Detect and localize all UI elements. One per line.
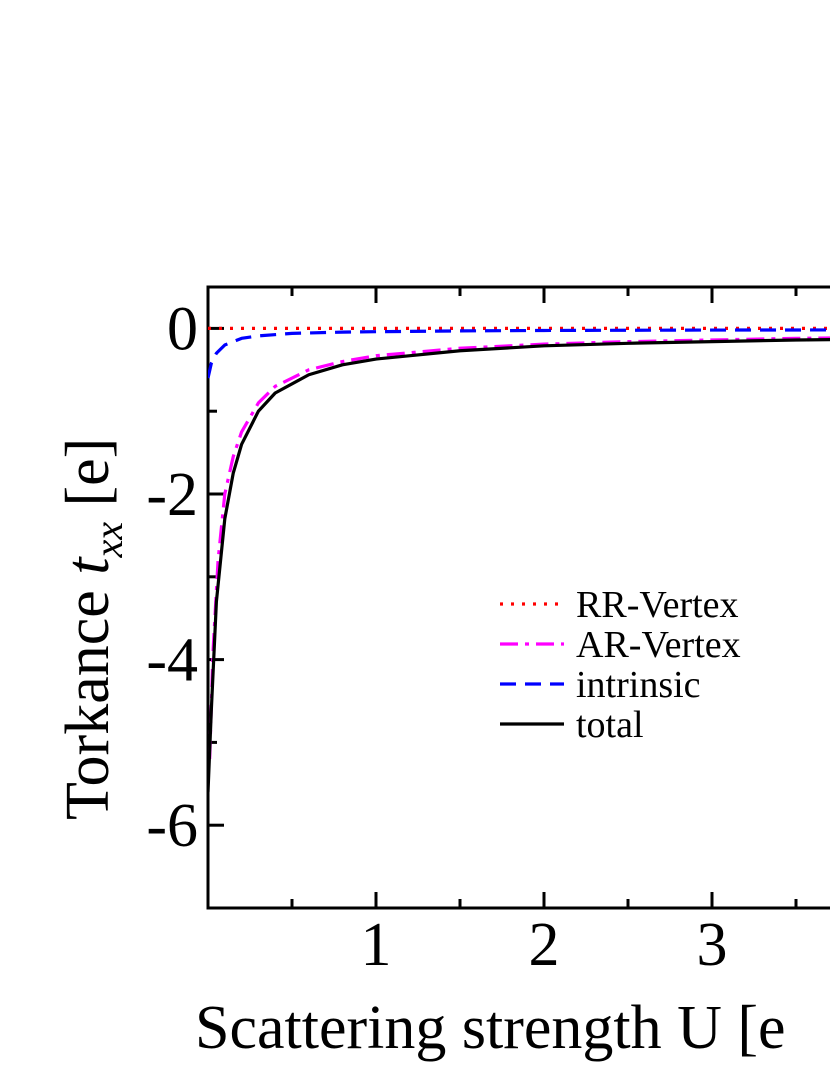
legend-label: AR-Vertex xyxy=(576,624,741,666)
x-axis-title: Scattering strength U [e xyxy=(195,994,786,1062)
y-axis-title: Torkance txx [e] xyxy=(54,438,131,820)
y-tick-label: 0 xyxy=(167,295,198,363)
plot-layer: 1 2 3 0 -2 -4 -6 Scattering strength U [e Torkan… xyxy=(54,285,830,1062)
x-tick-label: 1 xyxy=(361,911,392,979)
series-line-ar-vertex xyxy=(208,336,830,760)
series-group xyxy=(208,326,830,793)
series-line-intrinsic xyxy=(208,328,830,379)
legend-label: RR-Vertex xyxy=(576,584,739,626)
y-axis-title-prefix: Torkance xyxy=(54,575,122,820)
legend-label: intrinsic xyxy=(576,664,701,706)
y-axis-title-sub: xx xyxy=(86,522,131,559)
y-tick-label: -6 xyxy=(146,792,198,860)
y-axis-title-unit: [e] xyxy=(54,438,122,522)
y-axis-title-var: t xyxy=(54,556,122,575)
legend-label: total xyxy=(576,704,644,746)
y-tick-label: -4 xyxy=(146,627,198,695)
x-tick-label: 2 xyxy=(529,911,560,979)
x-tick-label: 3 xyxy=(697,911,728,979)
y-tick-label: -2 xyxy=(146,461,198,529)
series-line-total xyxy=(208,338,830,793)
